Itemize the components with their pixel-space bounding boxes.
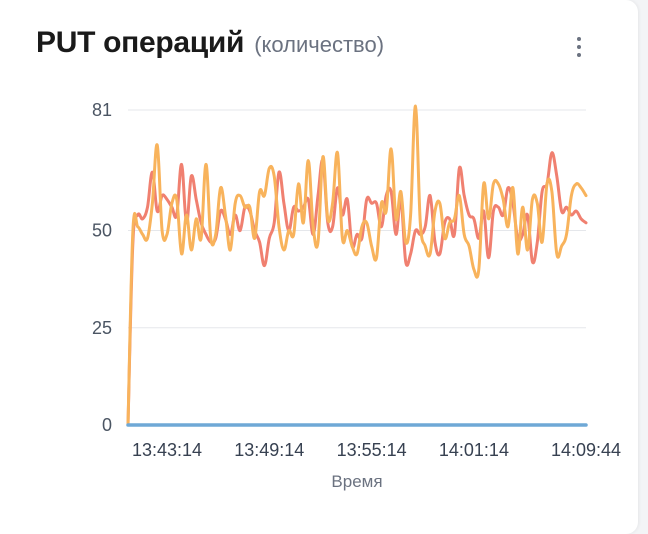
series-line-2 bbox=[126, 104, 588, 427]
x-tick-label: 14:01:14 bbox=[439, 440, 509, 460]
card-header: PUT операций (количество) bbox=[36, 26, 598, 66]
y-tick-label: 25 bbox=[92, 318, 112, 338]
x-axis-ticks: 13:43:14 13:49:14 13:55:14 14:01:14 14:09:44 bbox=[132, 440, 621, 460]
y-tick-label: 50 bbox=[92, 221, 112, 241]
y-tick-label: 81 bbox=[92, 100, 112, 120]
chart-title: PUT операций bbox=[36, 26, 245, 59]
menu-dot bbox=[577, 37, 581, 41]
x-axis-label: Время bbox=[331, 472, 382, 491]
y-axis-ticks: 0 25 50 81 bbox=[92, 100, 112, 435]
more-vertical-icon[interactable] bbox=[566, 32, 592, 62]
chart-subtitle: (количество) bbox=[254, 32, 385, 57]
menu-dot bbox=[577, 45, 581, 49]
x-tick-label: 14:09:44 bbox=[551, 440, 621, 460]
series-group bbox=[126, 104, 588, 427]
x-tick-label: 13:55:14 bbox=[337, 440, 407, 460]
y-tick-label: 0 bbox=[102, 415, 112, 435]
menu-dot bbox=[577, 53, 581, 57]
series-line-1 bbox=[126, 151, 588, 427]
x-tick-label: 13:49:14 bbox=[234, 440, 304, 460]
x-tick-label: 13:43:14 bbox=[132, 440, 202, 460]
